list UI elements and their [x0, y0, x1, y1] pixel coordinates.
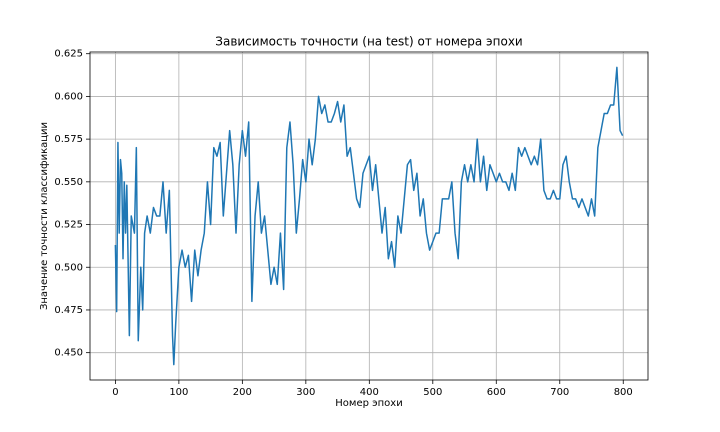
y-axis-label: Значение точности классификации	[39, 122, 50, 310]
plot-frame	[89, 51, 649, 381]
y-tick-label: 0.450	[54, 348, 83, 359]
data-line	[114, 66, 624, 366]
x-axis-label: Номер эпохи	[335, 398, 402, 409]
y-tick-label: 0.550	[54, 177, 83, 188]
y-tick-label: 0.500	[54, 262, 83, 273]
y-tick-label: 0.525	[54, 220, 83, 231]
y-tick-label: 0.600	[54, 91, 83, 102]
x-tick-label: 300	[296, 387, 315, 398]
y-tick-label: 0.625	[54, 49, 83, 60]
x-tick-label: 500	[423, 387, 442, 398]
x-tick-label: 100	[169, 387, 188, 398]
x-tick-label: 400	[360, 387, 379, 398]
chart-title: Зависимость точности (на test) от номера…	[215, 35, 522, 49]
y-tick-label: 0.575	[54, 134, 83, 145]
y-tick-label: 0.475	[54, 305, 83, 316]
x-tick-label: 200	[233, 387, 252, 398]
x-tick-label: 600	[487, 387, 506, 398]
x-tick-label: 800	[614, 387, 633, 398]
x-tick-label: 0	[112, 387, 118, 398]
x-tick-label: 700	[550, 387, 569, 398]
